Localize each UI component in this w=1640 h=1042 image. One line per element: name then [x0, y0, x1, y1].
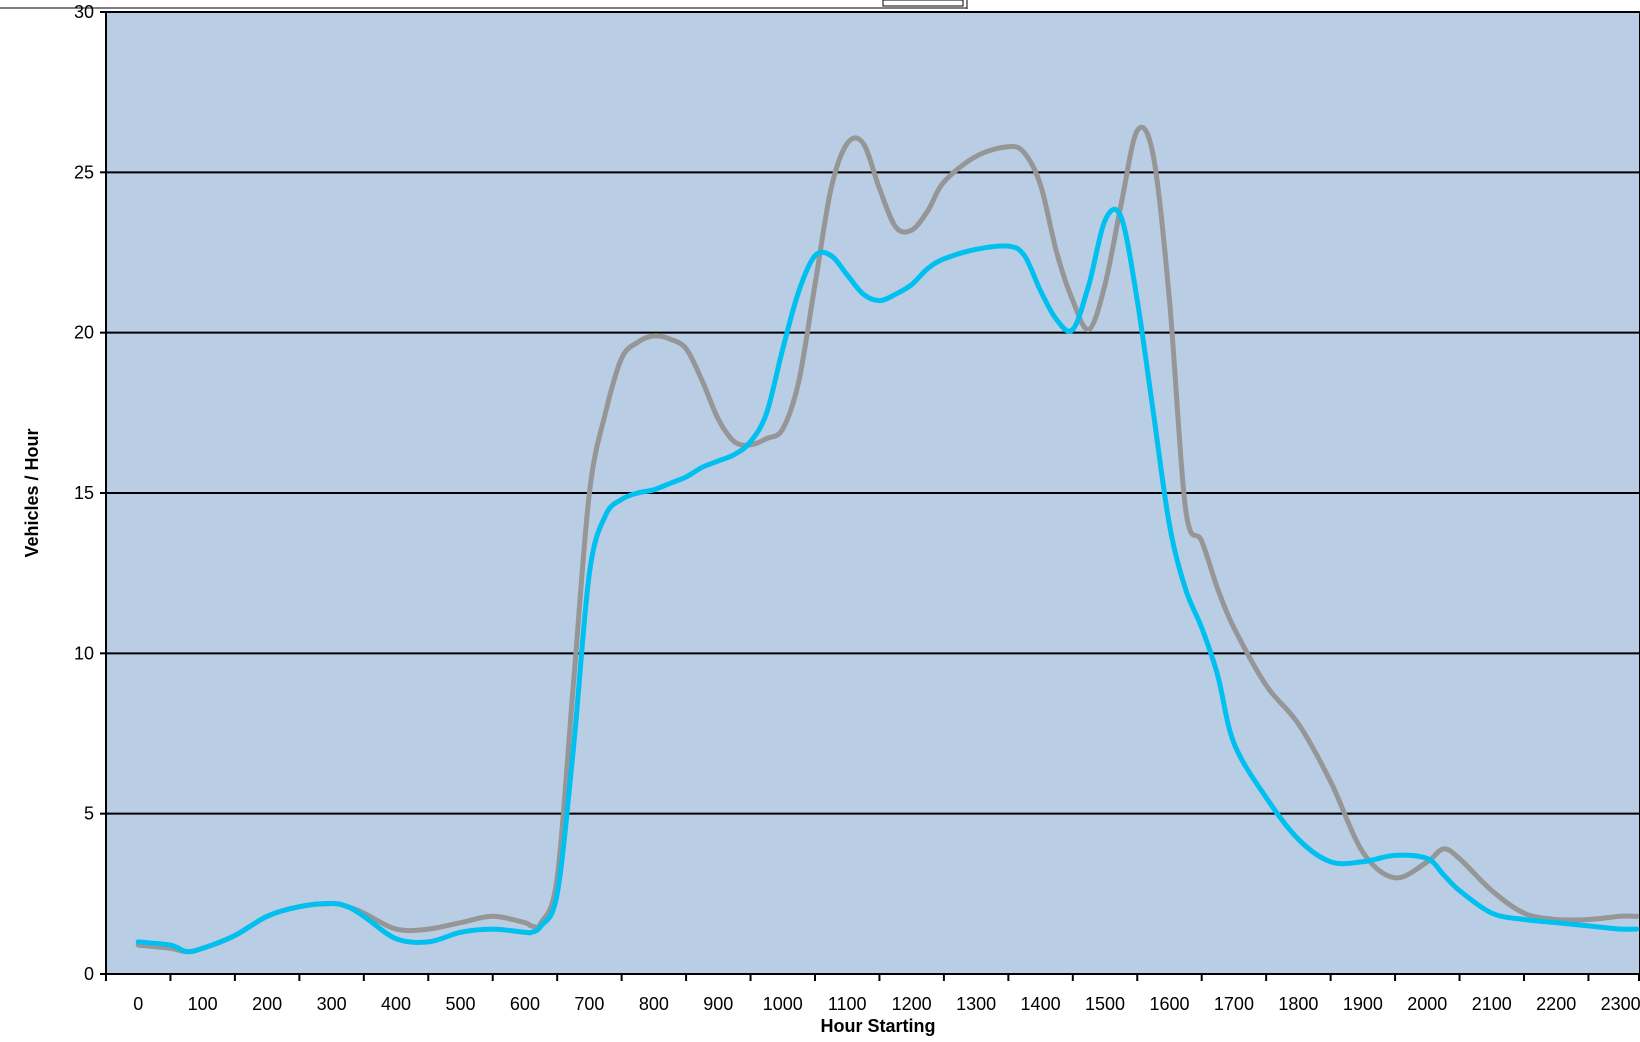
- y-tick-label: 25: [74, 162, 94, 182]
- y-tick-label: 20: [74, 323, 94, 343]
- x-tick-label: 1800: [1278, 994, 1318, 1014]
- x-tick-label: 2100: [1472, 994, 1512, 1014]
- x-tick-label: 1000: [763, 994, 803, 1014]
- x-tick-labels: 0 100 200 300 400 500 600 700 800 900 1000 1100 1200…: [105, 974, 1640, 1014]
- series-layer: [135, 124, 1640, 955]
- x-tick-label: 400: [381, 994, 411, 1014]
- legend-box-fragment: [0, 0, 968, 9]
- x-tick-label: 900: [703, 994, 733, 1014]
- x-tick-label: 1600: [1149, 994, 1189, 1014]
- x-tick-label: 2300: [1601, 994, 1640, 1014]
- x-tick-label: 500: [445, 994, 475, 1014]
- x-tick-label: 600: [510, 994, 540, 1014]
- x-tick-label: 2200: [1536, 994, 1576, 1014]
- y-tick-label: 0: [84, 964, 94, 984]
- x-tick-label: 200: [252, 994, 282, 1014]
- x-axis-title: Hour Starting: [821, 1016, 936, 1036]
- x-tick-label: 1300: [956, 994, 996, 1014]
- series-line-2: [135, 206, 1640, 955]
- y-tick-label: 15: [74, 483, 94, 503]
- x-tick-label: 1200: [892, 994, 932, 1014]
- x-tick-label: 1700: [1214, 994, 1254, 1014]
- x-tick-label: 800: [639, 994, 669, 1014]
- x-tick-label: 1100: [828, 994, 867, 1014]
- x-tick-label: 700: [574, 994, 604, 1014]
- y-axis-title: Vehicles / Hour: [22, 428, 42, 557]
- x-tick-label: 1900: [1343, 994, 1383, 1014]
- x-tick-label: 100: [188, 994, 218, 1014]
- y-tick-label: 5: [84, 804, 94, 824]
- x-tick-label: 1500: [1085, 994, 1125, 1014]
- gridlines: [106, 171, 1640, 815]
- y-tick-label: 30: [74, 2, 94, 22]
- x-tick-label: 0: [133, 994, 143, 1014]
- y-tick-labels: 0 5 10 15 20 25 30: [74, 2, 106, 984]
- x-tick-label: 2000: [1407, 994, 1447, 1014]
- series-line-1: [135, 124, 1640, 955]
- x-tick-label: 300: [317, 994, 347, 1014]
- y-tick-label: 10: [74, 643, 94, 663]
- x-tick-label: 1400: [1021, 994, 1061, 1014]
